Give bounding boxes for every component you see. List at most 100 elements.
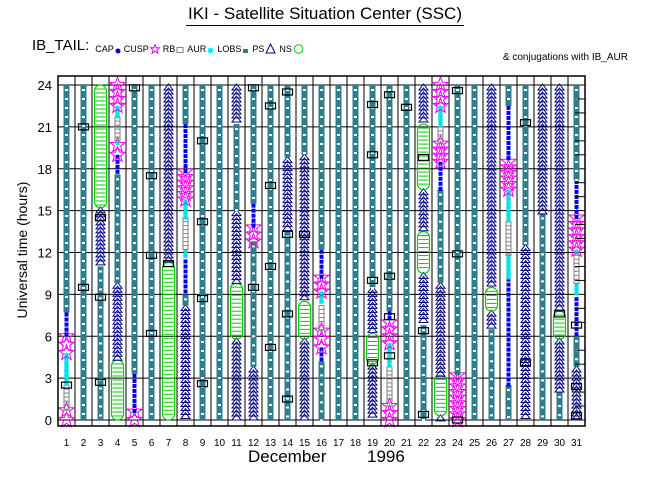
x-tick-label: 25: [469, 438, 481, 449]
ps-triangle: [418, 103, 429, 111]
segment-rb: [505, 221, 512, 256]
lobs-marker: [201, 242, 204, 244]
ps-triangle: [163, 163, 174, 171]
lobs-marker: [133, 143, 136, 145]
lobs-marker: [524, 215, 527, 217]
ps-triangle: [299, 160, 310, 169]
lobs-marker: [354, 107, 357, 109]
cap-dot: [64, 327, 69, 332]
cap-dot: [319, 269, 324, 274]
lobs-marker: [252, 272, 255, 275]
ps-triangle: [520, 283, 531, 292]
lobs-bar: [284, 85, 291, 158]
ps-triangle: [486, 219, 497, 227]
lobs-marker: [116, 232, 119, 235]
cusp-star: [448, 404, 467, 423]
x-tick-label: 10: [214, 438, 226, 449]
cap-dot: [251, 223, 256, 228]
lobs-marker: [473, 170, 476, 172]
ps-triangle: [299, 357, 310, 365]
lobs-marker: [524, 98, 527, 100]
ps-triangle: [248, 401, 259, 409]
ps-triangle: [180, 391, 191, 400]
lobs-marker: [456, 143, 459, 145]
ps-triangle: [299, 409, 310, 417]
ps-triangle: [418, 83, 429, 91]
cusp-star: [125, 402, 144, 420]
lobs-marker: [201, 269, 204, 271]
ps-triangle: [112, 337, 123, 345]
lobs-marker: [252, 353, 255, 356]
ps-triangle: [554, 299, 565, 307]
conjugation-marker: [383, 91, 396, 99]
lobs-marker: [456, 332, 459, 334]
lobs-marker: [116, 205, 119, 208]
lobs-marker: [473, 269, 476, 271]
lobs-marker: [303, 143, 306, 145]
ps-triangle: [435, 313, 446, 321]
lobs-marker: [388, 107, 391, 109]
lobs-marker: [82, 368, 85, 370]
ps-triangle: [554, 103, 565, 111]
lobs-marker: [320, 143, 323, 145]
lobs-marker: [201, 368, 204, 370]
segment-cap: [183, 259, 188, 294]
ps-triangle: [367, 406, 378, 414]
conjugation-marker: [77, 123, 90, 131]
segment-ps: [554, 83, 565, 311]
ps-triangle: [282, 159, 293, 168]
lobs-marker: [456, 242, 459, 244]
aur-asterisk: [438, 105, 443, 111]
lobs-marker: [558, 405, 561, 408]
segment-lobs: [420, 325, 427, 422]
lobs-marker: [218, 368, 221, 370]
ps-triangle: [299, 345, 310, 353]
ps-triangle: [163, 87, 174, 95]
ps-triangle: [537, 171, 548, 179]
lobs-marker: [82, 206, 85, 208]
ps-triangle: [231, 345, 242, 353]
cap-dot: [183, 164, 188, 169]
ps-triangle: [418, 307, 429, 315]
lobs-marker: [133, 296, 136, 298]
lobs-marker: [269, 116, 272, 118]
ps-triangle: [537, 175, 548, 183]
ps-triangle: [163, 171, 174, 179]
cap-dot: [506, 287, 511, 292]
conjugation-note: & conjugations with IB_AUR: [502, 52, 628, 63]
ps-triangle: [486, 115, 497, 123]
ps-triangle: [367, 293, 378, 301]
cap-dot: [574, 312, 579, 317]
lobs-marker: [541, 307, 544, 310]
ps-triangle: [486, 191, 497, 199]
ps-triangle: [180, 411, 191, 420]
lobs-marker: [405, 269, 408, 271]
segment-lobs: [318, 85, 325, 250]
lobs-marker: [541, 244, 544, 247]
aur-asterisk: [319, 295, 324, 301]
ps-triangle: [180, 371, 191, 380]
ps-triangle: [95, 237, 106, 246]
ps-triangle: [486, 279, 497, 287]
lobs-marker: [201, 116, 204, 118]
cusp-star: [108, 75, 127, 93]
lobs-marker: [99, 306, 102, 309]
lobs-marker: [286, 343, 289, 346]
lobs-marker: [473, 161, 476, 163]
ps-triangle: [282, 215, 293, 224]
ps-triangle: [520, 395, 531, 404]
cap-dot: [64, 312, 69, 317]
lobs-marker: [201, 413, 204, 415]
ps-triangle: [231, 377, 242, 385]
cap-dot: [183, 134, 188, 139]
ps-triangle: [554, 365, 565, 373]
segment-aur: [183, 198, 188, 220]
ps-triangle: [486, 259, 497, 267]
lobs-marker: [422, 419, 425, 422]
lobs-marker: [320, 374, 323, 377]
lobs-marker: [422, 356, 425, 359]
cap-dot: [506, 352, 511, 357]
lobs-marker: [82, 125, 85, 127]
ps-triangle: [163, 227, 174, 235]
conjugation-marker: [281, 230, 294, 238]
